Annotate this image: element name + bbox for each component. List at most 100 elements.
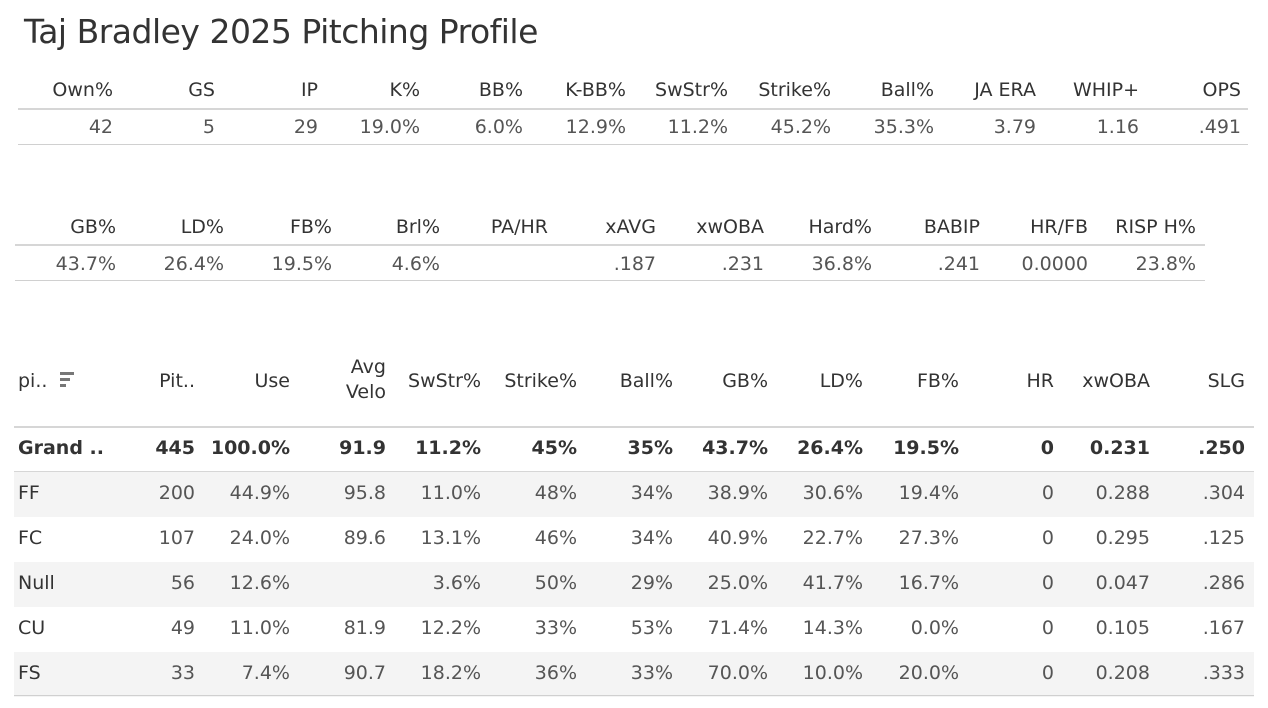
pitch-type-label: Grand .. [18, 437, 104, 459]
table-cell: 0 [1040, 437, 1054, 459]
table-cell: 46% [534, 527, 577, 549]
column-header: Strike% [504, 370, 577, 392]
table-cell: 0 [1041, 527, 1054, 549]
column-header: FB% [916, 370, 959, 392]
table-cell: 33% [534, 617, 577, 639]
table-cell: 0.288 [1095, 482, 1150, 504]
summary-value: 1.16 [1096, 116, 1139, 138]
column-header: IP [300, 79, 318, 101]
column-header: Brl% [395, 216, 440, 238]
table-cell: 0 [1041, 482, 1054, 504]
pitch-type-label: FC [18, 527, 43, 549]
table-cell: 30.6% [802, 482, 863, 504]
table-cell: 71.4% [707, 617, 768, 639]
column-header: JA ERA [974, 79, 1036, 101]
table-cell: 70.0% [707, 662, 768, 684]
column-header: FB% [289, 216, 332, 238]
batted-value: .187 [613, 253, 656, 275]
column-header: WHIP+ [1072, 79, 1139, 101]
table-cell: .333 [1202, 662, 1245, 684]
table-cell: 34% [630, 482, 673, 504]
table-cell: .286 [1202, 572, 1245, 594]
column-header: xwOBA [696, 216, 764, 238]
table-cell: 11.0% [229, 617, 290, 639]
column-header: BABIP [923, 216, 980, 238]
column-header: Hard% [808, 216, 872, 238]
pitch-type-label: CU [18, 617, 46, 639]
batted-value: 43.7% [55, 253, 116, 275]
table-cell: .167 [1202, 617, 1245, 639]
table-cell: 81.9 [343, 617, 386, 639]
summary-value: 29 [293, 116, 318, 138]
column-header: LD% [180, 216, 224, 238]
column-header: HR [1026, 370, 1055, 392]
table-cell: 3.6% [432, 572, 481, 594]
table-cell: 0 [1041, 572, 1054, 594]
table-cell: 41.7% [802, 572, 863, 594]
divider [15, 244, 1205, 246]
summary-value: 6.0% [474, 116, 523, 138]
column-header: HR/FB [1030, 216, 1088, 238]
table-cell: 34% [630, 527, 673, 549]
table-cell: 38.9% [707, 482, 768, 504]
column-header: xwOBA [1082, 370, 1150, 392]
table-cell: 12.2% [420, 617, 481, 639]
column-header: Strike% [758, 79, 831, 101]
batted-value: 23.8% [1135, 253, 1196, 275]
table-cell: 25.0% [707, 572, 768, 594]
column-header: Pit.. [159, 370, 195, 392]
table-cell: 89.6 [343, 527, 386, 549]
table-cell: 49 [170, 617, 195, 639]
pitch-type-label: FS [18, 662, 41, 684]
column-header: BB% [478, 79, 523, 101]
summary-value: 45.2% [770, 116, 831, 138]
column-header: SwStr% [408, 370, 481, 392]
divider [18, 144, 1248, 145]
summary-value: 42 [88, 116, 113, 138]
pitch-type-label: Null [18, 572, 55, 594]
table-cell: 44.9% [229, 482, 290, 504]
table-cell: 14.3% [802, 617, 863, 639]
table-row [14, 472, 1254, 517]
table-cell: 53% [630, 617, 673, 639]
table-cell: 11.0% [420, 482, 481, 504]
table-cell: 18.2% [420, 662, 481, 684]
table-cell: 0 [1041, 617, 1054, 639]
table-cell: .304 [1202, 482, 1245, 504]
table-cell: 0 [1041, 662, 1054, 684]
batted-value: .231 [721, 253, 764, 275]
column-header: GB% [722, 370, 768, 392]
column-header: SLG [1207, 370, 1245, 392]
column-header: Ball% [880, 79, 934, 101]
table-cell: 0.0% [910, 617, 959, 639]
column-header: Avg Velo [345, 356, 386, 403]
table-cell: 0.295 [1095, 527, 1150, 549]
table-cell: 20.0% [898, 662, 959, 684]
table-cell: 445 [155, 437, 195, 459]
summary-value: 11.2% [667, 116, 728, 138]
table-cell: 16.7% [898, 572, 959, 594]
table-cell: 19.4% [898, 482, 959, 504]
summary-value: 12.9% [565, 116, 626, 138]
column-header: SwStr% [655, 79, 728, 101]
table-cell: 24.0% [229, 527, 290, 549]
sort-descending-icon[interactable] [60, 372, 78, 390]
table-cell: 19.5% [893, 437, 959, 459]
column-header: Own% [52, 79, 113, 101]
column-header: PA/HR [490, 216, 548, 238]
table-cell: 29% [630, 572, 673, 594]
column-header-pitch-type[interactable]: pi.. [18, 370, 48, 392]
summary-value: 5 [202, 116, 215, 138]
column-header: K-BB% [565, 79, 626, 101]
table-cell: 13.1% [420, 527, 481, 549]
table-cell: 22.7% [802, 527, 863, 549]
table-cell: 12.6% [229, 572, 290, 594]
table-cell: 50% [534, 572, 577, 594]
divider [18, 108, 1248, 110]
table-cell: 0.231 [1089, 437, 1150, 459]
table-cell: 10.0% [802, 662, 863, 684]
table-cell: 33% [630, 662, 673, 684]
column-header: LD% [819, 370, 863, 392]
table-cell: 11.2% [415, 437, 481, 459]
table-cell: 43.7% [702, 437, 768, 459]
